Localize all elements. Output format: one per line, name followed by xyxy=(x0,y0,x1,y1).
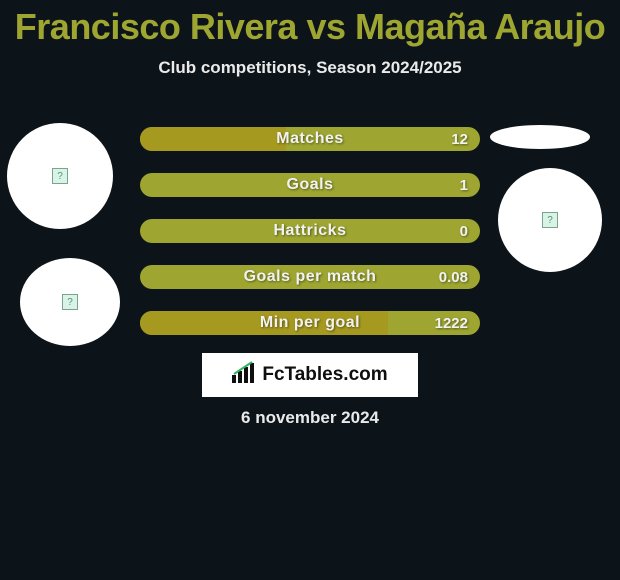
stat-bar-row: Matches12 xyxy=(140,127,480,151)
page-title: Francisco Rivera vs Magaña Araujo xyxy=(0,0,620,48)
stat-bar-value: 1 xyxy=(460,177,468,194)
stat-bar-value: 0.08 xyxy=(439,269,468,286)
stat-bar-label: Goals xyxy=(140,176,480,194)
page-subtitle: Club competitions, Season 2024/2025 xyxy=(0,58,620,78)
image-placeholder-icon xyxy=(62,294,78,310)
stat-bar-row: Hattricks0 xyxy=(140,219,480,243)
avatar-placeholder xyxy=(498,168,602,272)
brand-logo: FcTables.com xyxy=(202,353,418,397)
stat-bars: Matches12 Goals1 Hattricks0 Goals per match… xyxy=(140,127,480,357)
stat-bar-value: 12 xyxy=(451,131,468,148)
stat-bar-value: 1222 xyxy=(435,315,468,332)
image-placeholder-icon xyxy=(52,168,68,184)
stat-bar-value: 0 xyxy=(460,223,468,240)
bar-chart-icon xyxy=(232,361,256,389)
avatar-placeholder xyxy=(490,125,590,149)
stat-bar-label: Min per goal xyxy=(140,314,480,332)
stat-bar-row: Goals per match0.08 xyxy=(140,265,480,289)
stat-bar-label: Matches xyxy=(140,130,480,148)
stat-bar-label: Hattricks xyxy=(140,222,480,240)
stat-bar-row: Goals1 xyxy=(140,173,480,197)
avatar-placeholder xyxy=(20,258,120,346)
image-placeholder-icon xyxy=(542,212,558,228)
footer-date: 6 november 2024 xyxy=(0,408,620,428)
stat-bar-label: Goals per match xyxy=(140,268,480,286)
stat-bar-row: Min per goal1222 xyxy=(140,311,480,335)
avatar-placeholder xyxy=(7,123,113,229)
brand-text: FcTables.com xyxy=(262,364,387,386)
